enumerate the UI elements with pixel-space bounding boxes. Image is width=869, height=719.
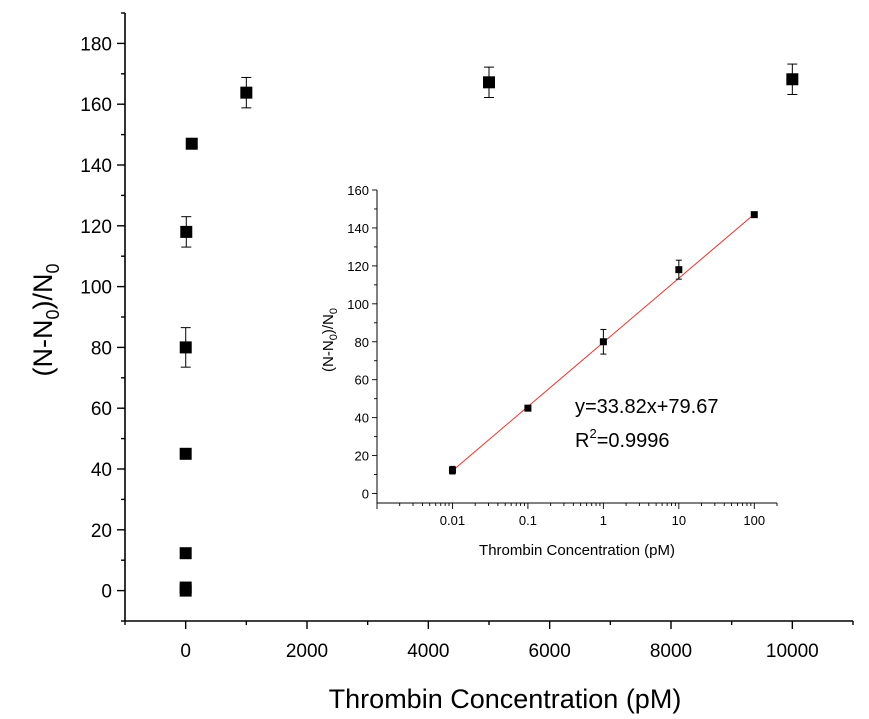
- main-y-tick-label: 60: [91, 399, 112, 420]
- main-y-tick-label: 120: [80, 217, 112, 238]
- inset-data-point: [675, 266, 683, 274]
- r-squared-value: =0.9996: [597, 430, 670, 452]
- inset-y-tick-label: 0: [362, 487, 369, 502]
- inset-y-axis-title-sub: 0: [328, 308, 340, 314]
- r-squared-label: R2=0.9996: [575, 426, 670, 452]
- r-squared-base: R: [575, 430, 589, 452]
- inset-y-tick-label: 100: [347, 297, 369, 312]
- main-y-tick-label: 0: [101, 582, 112, 603]
- main-data-point: [179, 341, 192, 354]
- inset-x-tick-label: 100: [743, 513, 765, 528]
- main-y-tick-label: 20: [91, 521, 112, 542]
- main-y-axis-title-part: )/N: [28, 274, 58, 310]
- inset-x-tick-label: 1: [600, 513, 607, 528]
- main-x-tick-label: 8000: [650, 641, 692, 662]
- main-data-point: [240, 86, 253, 99]
- main-y-axis-title-sub: 0: [43, 310, 63, 320]
- inset-y-axis-title-part: )/N: [320, 314, 337, 334]
- main-x-tick-label: 10000: [766, 641, 819, 662]
- main-y-axis-title-part: (N-N: [28, 320, 58, 377]
- main-x-tick-label: 6000: [529, 641, 571, 662]
- main-y-tick-label: 160: [80, 95, 112, 116]
- main-x-tick-label: 4000: [407, 641, 449, 662]
- inset-data-point: [524, 404, 532, 412]
- inset-data-point: [599, 338, 607, 346]
- inset-y-tick-label: 160: [347, 183, 369, 198]
- inset-y-tick-label: 80: [355, 335, 369, 350]
- main-data-point: [180, 225, 193, 238]
- inset-x-tick-label: 0.01: [440, 513, 465, 528]
- inset-y-axis-title-part: (N-N: [320, 340, 337, 372]
- main-y-tick-label: 140: [80, 156, 112, 177]
- main-y-tick-label: 80: [91, 338, 112, 359]
- inset-y-tick-label: 140: [347, 221, 369, 236]
- fit-equation-label: y=33.82x+79.67: [575, 396, 718, 418]
- main-y-tick-label: 100: [80, 278, 112, 299]
- main-y-tick-label: 40: [91, 460, 112, 481]
- main-data-point: [179, 447, 192, 460]
- main-x-tick-label: 2000: [286, 641, 328, 662]
- main-x-axis-title: Thrombin Concentration (pM): [329, 684, 682, 714]
- main-y-tick-label: 180: [80, 34, 112, 55]
- main-x-tick-label: 0: [180, 641, 191, 662]
- inset-x-tick-label: 10: [672, 513, 686, 528]
- main-data-point: [185, 137, 198, 150]
- inset-x-axis-title: Thrombin Concentration (pM): [479, 542, 675, 559]
- inset-x-tick-label: 0.1: [519, 513, 537, 528]
- inset-y-tick-label: 120: [347, 259, 369, 274]
- main-data-point: [179, 581, 192, 594]
- inset-y-axis-title-sub: 0: [328, 334, 340, 340]
- inset-y-axis-title: (N-N0)/N0: [320, 308, 340, 372]
- main-y-axis-title-sub: 0: [43, 263, 63, 273]
- main-y-axis-title: (N-N0)/N0: [28, 263, 63, 376]
- inset-y-tick-label: 20: [355, 449, 369, 464]
- inset-data-point: [750, 211, 758, 219]
- inset-y-tick-label: 60: [355, 373, 369, 388]
- main-data-point: [786, 73, 799, 86]
- inset-y-tick-label: 40: [355, 411, 369, 426]
- main-data-point: [483, 76, 495, 89]
- inset-data-point: [448, 466, 456, 474]
- main-data-point: [179, 547, 192, 560]
- r-squared-superscript: 2: [589, 426, 596, 441]
